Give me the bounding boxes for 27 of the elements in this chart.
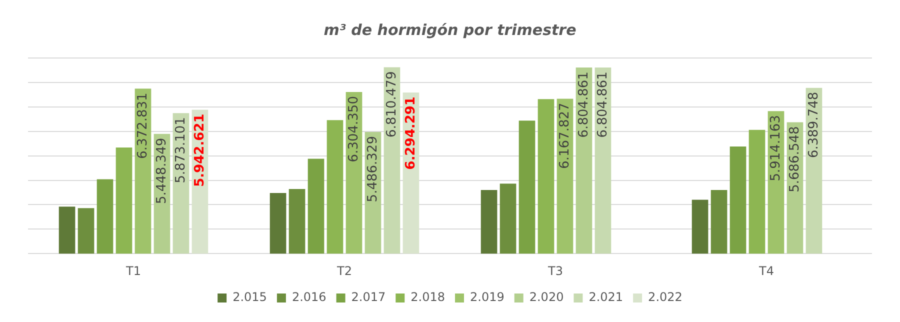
data-label: 6.294.291 xyxy=(403,96,418,170)
x-tick-label: T3 xyxy=(547,264,563,278)
legend-label: 2.022 xyxy=(648,290,682,304)
x-tick-label: T4 xyxy=(758,264,774,278)
chart-title: m³ de hormigón por trimestre xyxy=(324,20,576,39)
legend-label: 2.016 xyxy=(292,290,326,304)
data-label: 6.810.479 xyxy=(384,71,400,138)
legend-label: 2.021 xyxy=(588,290,624,304)
data-label: 6.304.350 xyxy=(346,96,362,162)
legend-label: 2.018 xyxy=(410,290,446,304)
legend-label: 2.019 xyxy=(470,290,504,304)
data-label: 6.804.861 xyxy=(576,72,592,138)
x-tick-label: T1 xyxy=(125,264,141,278)
data-label: 6.167.827 xyxy=(557,102,572,169)
data-label: 5.873.101 xyxy=(173,117,188,184)
data-label: 6.804.861 xyxy=(595,72,610,138)
legend-label: 2.017 xyxy=(351,290,386,304)
legend-label: 2.015 xyxy=(232,290,267,304)
data-label: 5.914.163 xyxy=(768,115,784,182)
data-label: 5.448.349 xyxy=(154,138,170,204)
data-label: 5.942.621 xyxy=(192,114,208,187)
data-label: 5.686.548 xyxy=(787,126,802,192)
legend-label: 2.020 xyxy=(529,290,564,304)
x-tick-label: T2 xyxy=(336,264,352,278)
data-label: 6.389.748 xyxy=(806,92,822,158)
data-label: 5.486.329 xyxy=(365,136,380,202)
data-label: 6.372.831 xyxy=(135,92,150,159)
